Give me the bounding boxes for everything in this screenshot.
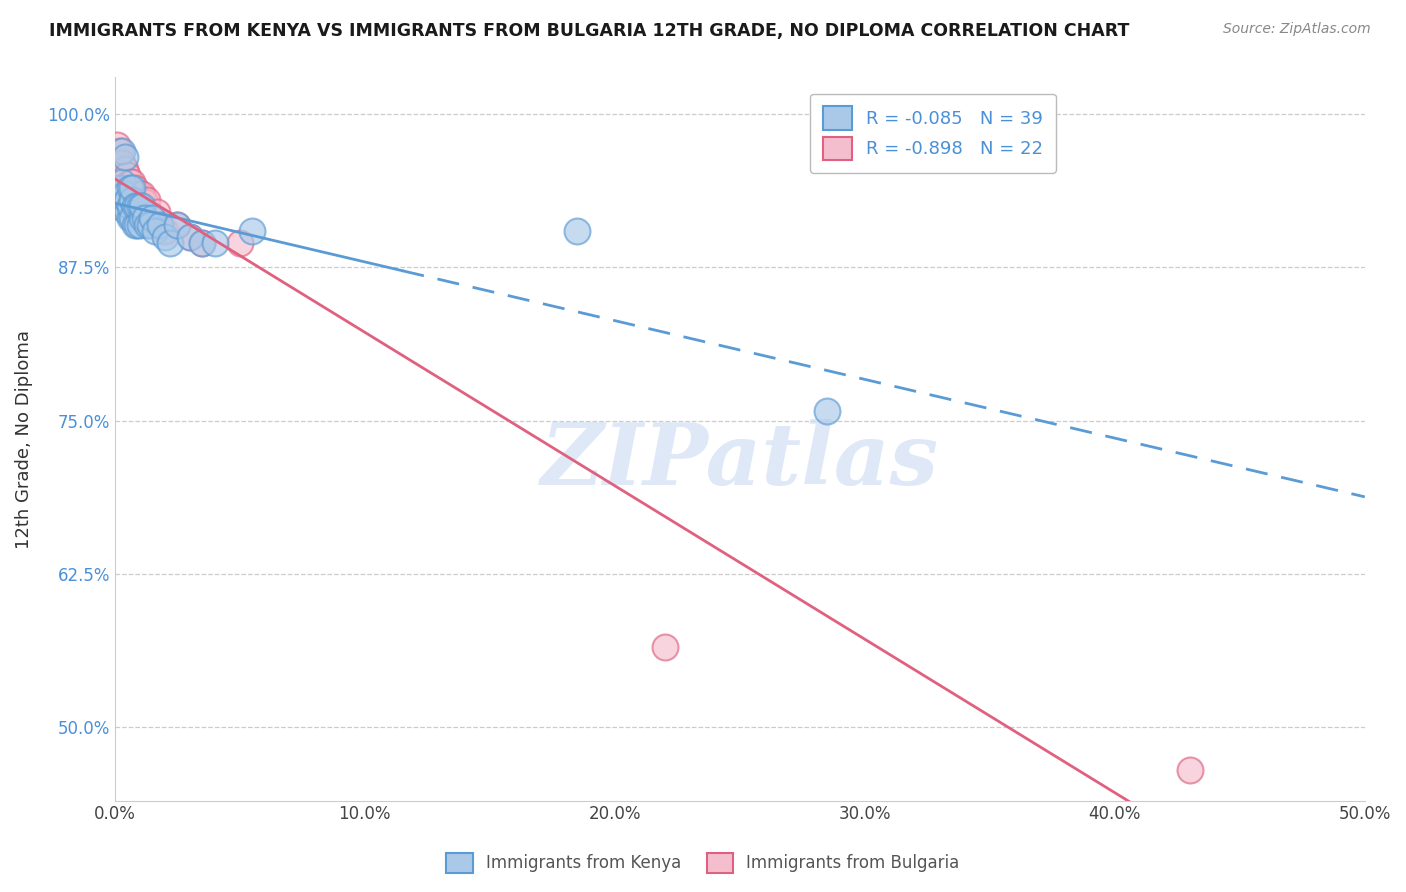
Point <box>128 186 150 201</box>
Point <box>121 211 143 226</box>
Point <box>149 218 172 232</box>
Point <box>166 218 188 232</box>
Point <box>159 235 181 250</box>
Point <box>121 180 143 194</box>
Point <box>131 199 153 213</box>
Point <box>153 224 176 238</box>
Point <box>139 218 162 232</box>
Point <box>204 235 226 250</box>
Point <box>127 199 149 213</box>
Point <box>141 211 163 226</box>
Point <box>111 144 134 158</box>
Point <box>111 156 134 170</box>
Point <box>815 404 838 418</box>
Point <box>118 180 141 194</box>
Point <box>114 186 136 201</box>
Point <box>108 144 131 158</box>
Point <box>141 211 163 226</box>
Point <box>136 193 159 207</box>
Legend: Immigrants from Kenya, Immigrants from Bulgaria: Immigrants from Kenya, Immigrants from B… <box>440 847 966 880</box>
Point <box>131 186 153 201</box>
Point <box>146 205 169 219</box>
Point <box>121 175 143 189</box>
Point <box>114 162 136 177</box>
Point <box>191 235 214 250</box>
Point <box>179 229 201 244</box>
Point <box>136 218 159 232</box>
Point <box>143 224 166 238</box>
Point <box>114 150 136 164</box>
Point <box>111 175 134 189</box>
Point <box>108 193 131 207</box>
Point <box>114 199 136 213</box>
Point <box>124 180 146 194</box>
Y-axis label: 12th Grade, No Diploma: 12th Grade, No Diploma <box>15 329 32 549</box>
Point <box>124 199 146 213</box>
Point <box>105 137 128 152</box>
Point <box>191 235 214 250</box>
Point <box>117 193 139 207</box>
Point <box>121 193 143 207</box>
Point <box>153 229 176 244</box>
Point <box>179 229 201 244</box>
Point <box>108 180 131 194</box>
Point <box>117 169 139 183</box>
Point <box>118 199 141 213</box>
Point <box>128 218 150 232</box>
Point <box>134 195 156 210</box>
Point <box>124 218 146 232</box>
Point <box>117 205 139 219</box>
Point <box>127 218 149 232</box>
Point <box>131 211 153 226</box>
Text: ZIPatlas: ZIPatlas <box>541 419 939 502</box>
Point <box>240 224 263 238</box>
Text: Source: ZipAtlas.com: Source: ZipAtlas.com <box>1223 22 1371 37</box>
Point <box>118 175 141 189</box>
Point <box>229 235 252 250</box>
Point <box>654 640 676 655</box>
Legend: R = -0.085   N = 39, R = -0.898   N = 22: R = -0.085 N = 39, R = -0.898 N = 22 <box>810 94 1056 173</box>
Point <box>567 224 589 238</box>
Point <box>118 211 141 226</box>
Point <box>134 211 156 226</box>
Point <box>105 199 128 213</box>
Text: IMMIGRANTS FROM KENYA VS IMMIGRANTS FROM BULGARIA 12TH GRADE, NO DIPLOMA CORRELA: IMMIGRANTS FROM KENYA VS IMMIGRANTS FROM… <box>49 22 1129 40</box>
Point <box>1178 763 1201 777</box>
Point <box>127 186 149 201</box>
Point <box>128 199 150 213</box>
Point <box>166 218 188 232</box>
